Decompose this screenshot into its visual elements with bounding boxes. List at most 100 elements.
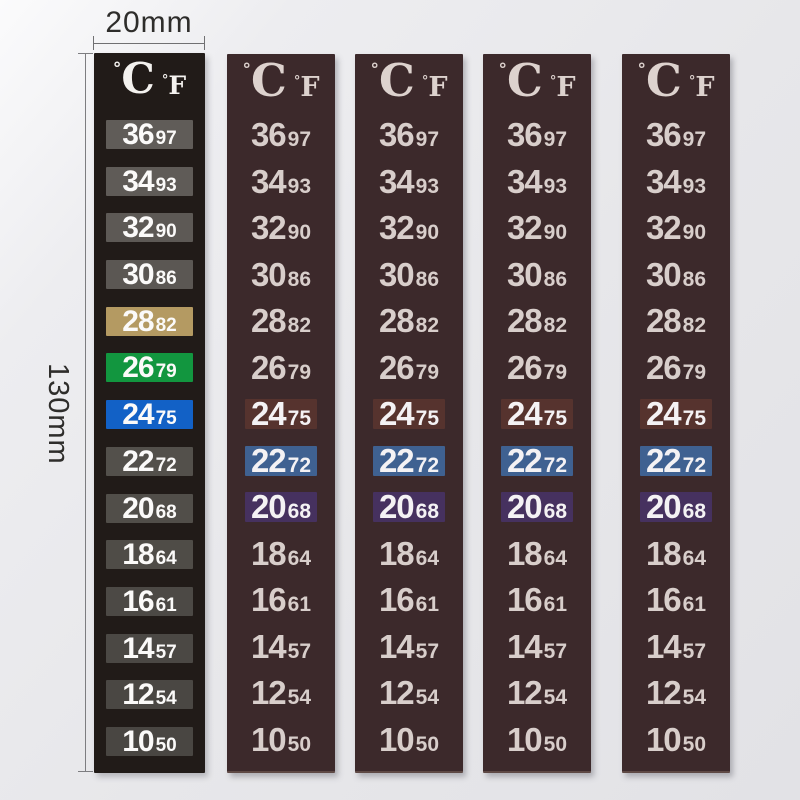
temp-row: 14 57 (94, 625, 205, 672)
fahrenheit-value: 54 (155, 688, 177, 710)
celsius-value: 18 (250, 534, 287, 572)
fahrenheit-value: 72 (543, 453, 568, 477)
temp-cell: 30 86 (106, 260, 193, 290)
temp-row: 26 79 (355, 345, 463, 392)
temp-cell: 34 93 (245, 162, 317, 200)
fahrenheit-value: 82 (682, 314, 707, 338)
temp-cell: 36 97 (245, 118, 317, 151)
celsius-value: 22 (378, 441, 415, 479)
temp-cell: 24 75 (106, 398, 193, 432)
celsius-value: 36 (506, 116, 543, 154)
thermometer-strip-large-2: ° C ° F 36 97 34 93 32 90 30 86 28 82 26 79 24 75 22 72 20 68… (355, 54, 463, 773)
temp-cell: 36 97 (373, 118, 445, 151)
celsius-value: 20 (250, 488, 287, 526)
celsius-value: 34 (250, 162, 287, 200)
temp-cell: 18 64 (245, 534, 317, 572)
celsius-unit-symbol: ° C (499, 54, 543, 107)
temp-row: 12 54 (94, 672, 205, 719)
temp-row: 24 75 (94, 391, 205, 438)
celsius-value: 28 (645, 302, 682, 340)
degree-icon: ° (637, 60, 647, 80)
celsius-value: 24 (250, 395, 287, 433)
temp-row: 12 54 (355, 670, 463, 717)
temp-cell: 20 68 (501, 490, 573, 523)
fahrenheit-value: 79 (415, 360, 440, 384)
temp-row: 14 57 (227, 624, 335, 671)
fahrenheit-value: 93 (415, 174, 440, 198)
width-dimension-line (93, 36, 205, 50)
degree-icon: ° (370, 60, 380, 80)
fahrenheit-value: 97 (155, 127, 177, 149)
fahrenheit-value: 75 (415, 407, 440, 431)
temp-cell: 28 82 (245, 304, 317, 337)
temp-row: 34 93 (227, 159, 335, 206)
celsius-value: 34 (378, 162, 415, 200)
fahrenheit-value: 93 (155, 174, 177, 196)
temperature-rows: 36 97 34 93 32 90 30 86 28 82 26 79 24 75 22 72 20 68 18 64… (94, 111, 205, 765)
temp-cell: 34 93 (640, 162, 712, 200)
temp-cell: 12 54 (106, 680, 193, 710)
fahrenheit-value: 57 (415, 639, 440, 663)
temp-cell: 36 97 (640, 116, 712, 154)
temp-row: 22 72 (622, 438, 730, 485)
temp-cell: 10 50 (501, 723, 573, 756)
temp-cell: 22 72 (640, 444, 712, 477)
width-dimension-label: 20mm (105, 6, 193, 39)
temp-cell: 34 93 (106, 164, 193, 198)
celsius-unit-symbol: ° C (370, 58, 415, 103)
temp-row: 14 57 (622, 624, 730, 671)
temp-row: 16 61 (227, 577, 335, 624)
temp-row: 18 64 (483, 531, 591, 578)
temp-cell: 12 54 (373, 676, 445, 710)
fahrenheit-value: 68 (682, 500, 707, 524)
thermometer-strip-small: ° C ° F 36 97 34 93 32 90 30 86 28 82 26 79 24 75 22 72 20 68… (94, 53, 205, 773)
temp-cell: 22 72 (245, 444, 317, 477)
temp-cell: 14 57 (640, 627, 712, 665)
celsius-value: 36 (645, 116, 682, 154)
temp-cell: 24 75 (245, 395, 317, 433)
temp-row: 28 82 (355, 298, 463, 345)
temp-cell: 10 50 (640, 723, 712, 756)
fahrenheit-value: 97 (543, 128, 568, 152)
temp-row: 10 50 (622, 717, 730, 764)
celsius-value: 24 (122, 398, 154, 432)
temp-cell: 18 64 (640, 537, 712, 570)
fahrenheit-letter: F (695, 72, 715, 103)
fahrenheit-value: 86 (543, 267, 568, 291)
fahrenheit-value: 54 (682, 686, 707, 710)
celsius-value: 10 (122, 725, 154, 759)
temp-row: 24 75 (227, 391, 335, 438)
temperature-rows: 36 97 34 93 32 90 30 86 28 82 26 79 24 75 22 72 20 68 18 64… (622, 112, 730, 763)
fahrenheit-value: 64 (155, 548, 177, 570)
celsius-value: 34 (506, 162, 543, 200)
fahrenheit-value: 54 (415, 686, 440, 710)
temp-cell: 10 50 (245, 720, 317, 758)
temp-cell: 20 68 (640, 490, 712, 524)
temp-cell: 34 93 (373, 162, 445, 200)
fahrenheit-value: 61 (543, 593, 568, 617)
celsius-value: 34 (645, 162, 682, 200)
temp-cell: 24 75 (373, 397, 445, 431)
celsius-value: 16 (645, 581, 682, 619)
celsius-value: 30 (250, 255, 287, 293)
fahrenheit-unit-symbol: ° F (294, 74, 320, 101)
temp-cell: 14 57 (373, 630, 445, 663)
temp-row: 34 93 (94, 158, 205, 205)
temp-row: 10 50 (94, 718, 205, 765)
fahrenheit-value: 50 (155, 735, 177, 757)
temp-row: 20 68 (622, 484, 730, 531)
temp-row: 26 79 (483, 345, 591, 392)
celsius-letter: C (251, 54, 287, 107)
celsius-value: 28 (122, 304, 154, 338)
celsius-value: 10 (378, 720, 415, 758)
celsius-value: 14 (645, 627, 682, 665)
temp-row: 12 54 (483, 670, 591, 717)
celsius-letter: C (507, 54, 543, 107)
celsius-value: 10 (250, 720, 287, 758)
celsius-value: 34 (122, 164, 154, 198)
thermometer-strip-large-3: ° C ° F 36 97 34 93 32 90 30 86 28 82 26 79 24 75 22 72 20 68… (483, 54, 591, 773)
celsius-value: 14 (122, 631, 154, 665)
height-dimension-line (78, 53, 93, 772)
temp-cell: 36 97 (106, 119, 193, 149)
